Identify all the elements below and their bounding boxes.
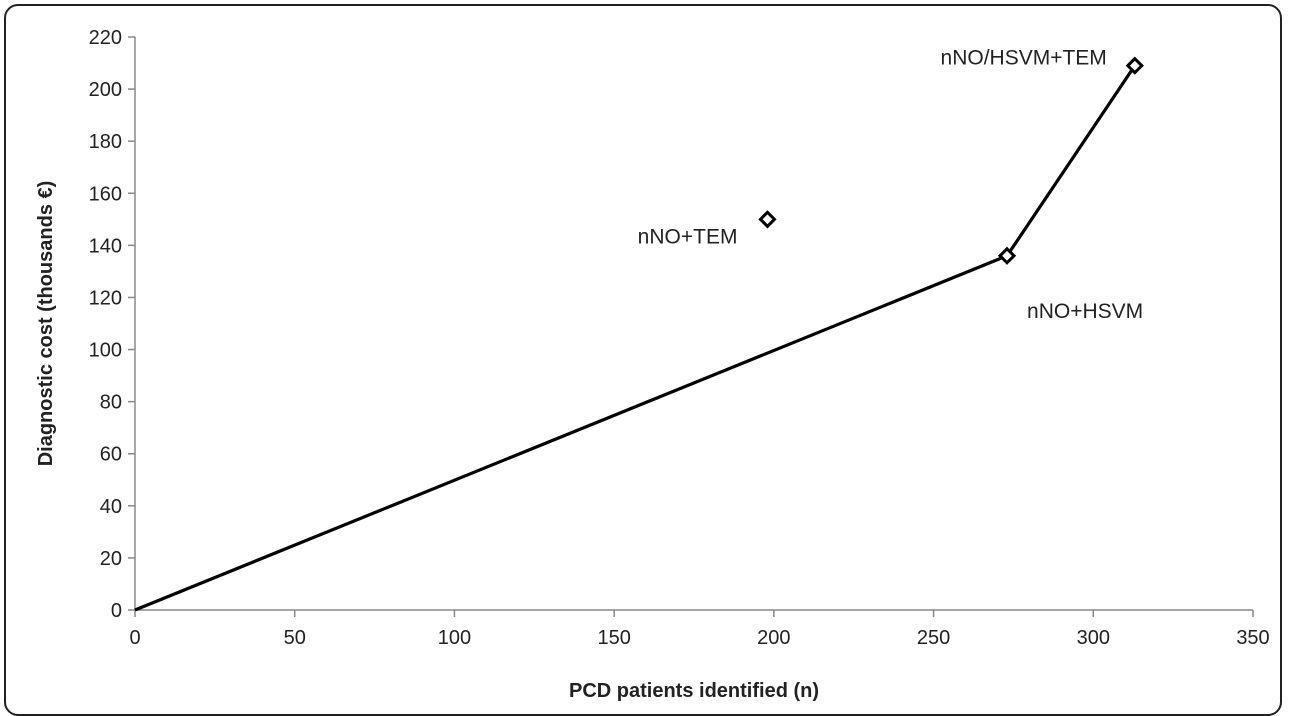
tick-labels: 0 20 40 60 80 100 120 140 160 180 200 220 0 50 100 150 2…: [89, 27, 1270, 649]
frontier-line: [134, 64, 1137, 612]
data-point-marker: [997, 246, 1017, 265]
x-tick-label: 200: [757, 627, 790, 649]
y-tick-label: 200: [89, 79, 122, 101]
x-tick-label: 150: [597, 627, 630, 649]
x-tick-label: 300: [1077, 627, 1110, 649]
data-point-label: nNO+TEM: [638, 225, 738, 248]
x-tick-label: 250: [917, 627, 950, 649]
x-tick-label: 350: [1236, 627, 1269, 649]
y-tick-label: 160: [89, 183, 122, 205]
y-tick-label: 0: [111, 600, 122, 622]
x-tick-label: 50: [284, 627, 306, 649]
y-tick-label: 20: [100, 548, 122, 570]
plot-series: [134, 56, 1144, 612]
x-tick-label: 0: [129, 627, 140, 649]
y-tick-label: 140: [89, 235, 122, 257]
data-point-label: nNO/HSVM+TEM: [941, 47, 1107, 70]
y-tick-label: 60: [100, 444, 122, 466]
y-tick-label: 40: [100, 496, 122, 518]
y-tick-label: 120: [89, 287, 122, 309]
data-point-marker: [1125, 56, 1144, 75]
y-axis-title: Diagnostic cost (thousands €): [35, 181, 57, 467]
x-axis-title: PCD patients identified (n): [569, 680, 819, 702]
data-point-label: nNO+HSVM: [1027, 300, 1143, 323]
y-tick-label: 180: [89, 131, 122, 153]
x-tick-label: 100: [438, 627, 471, 649]
y-tick-label: 100: [89, 340, 122, 362]
data-point-marker: [758, 210, 777, 229]
y-tick-label: 80: [100, 392, 122, 414]
axes: [128, 36, 1254, 617]
point-labels: nNO+TEM nNO+HSVM nNO/HSVM+TEM: [638, 47, 1143, 323]
y-tick-label: 220: [89, 27, 122, 49]
